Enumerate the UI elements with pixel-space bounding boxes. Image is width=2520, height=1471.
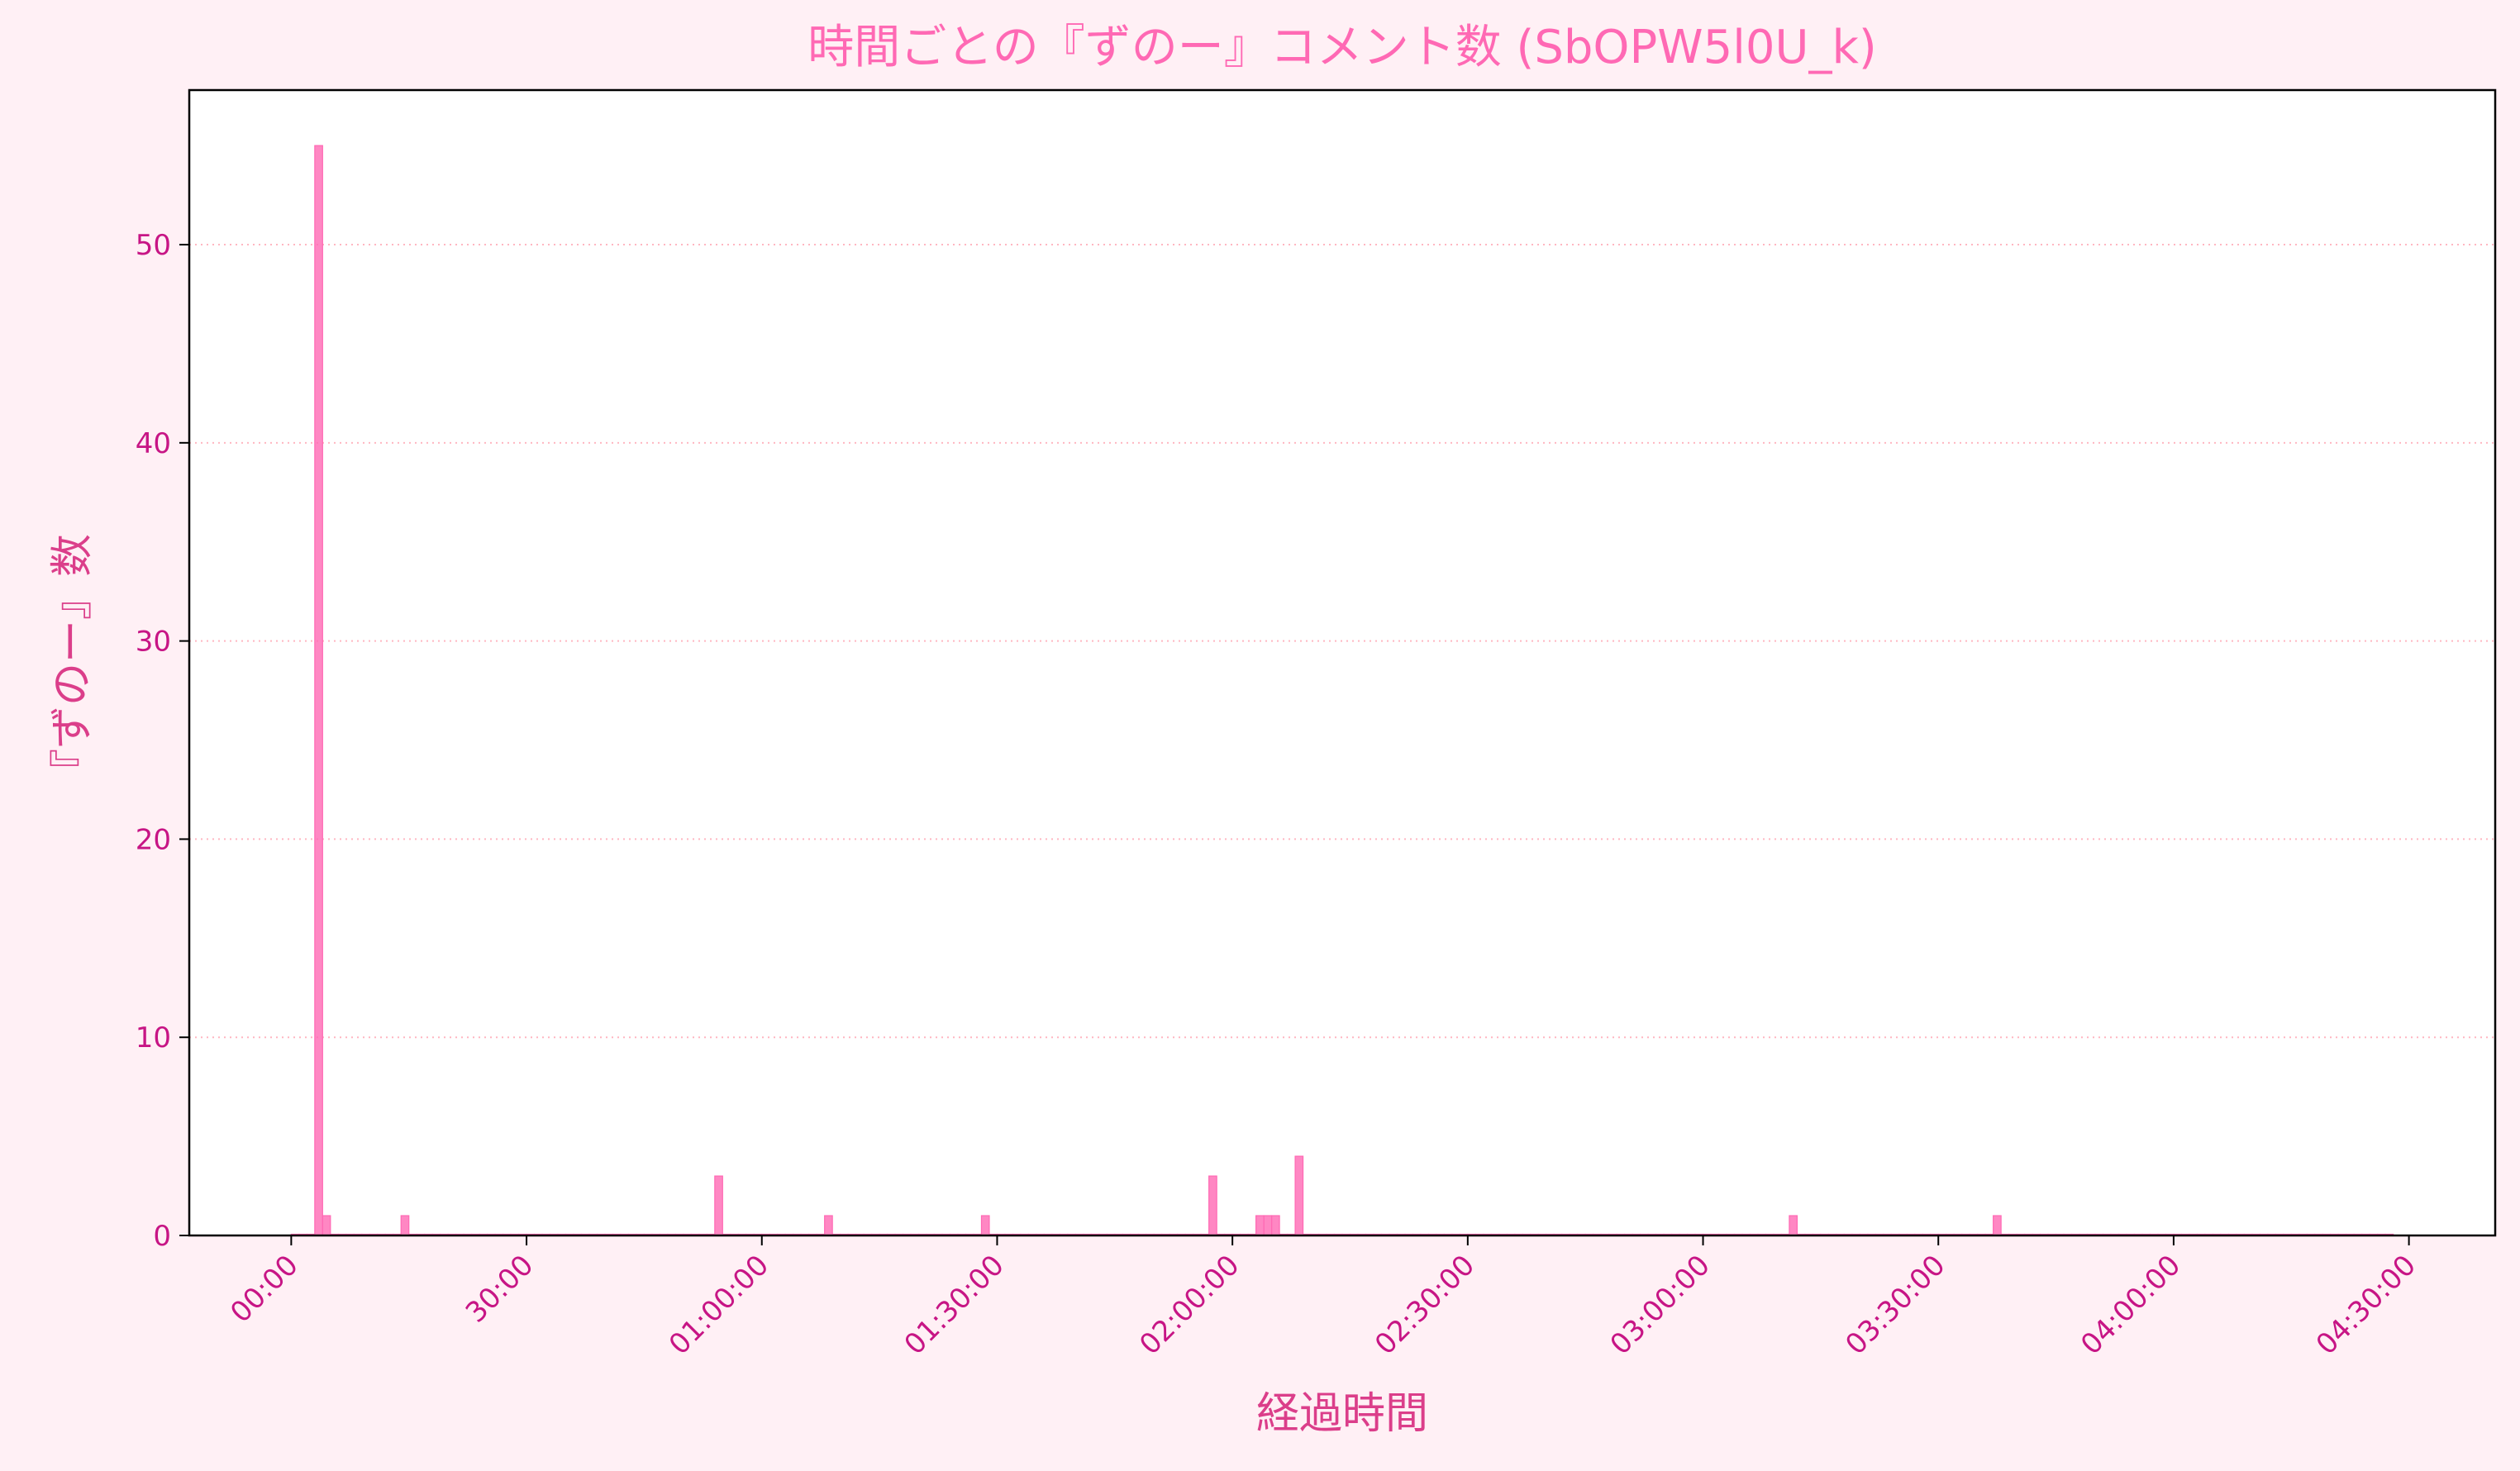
bar <box>1294 1155 1304 1236</box>
plot-area <box>189 90 2495 1235</box>
bar <box>1263 1215 1273 1236</box>
x-axis-label: 経過時間 <box>1256 1389 1428 1439</box>
bar <box>1255 1215 1265 1236</box>
bar <box>1270 1215 1280 1236</box>
y-axis: 0 10 20 30 40 50 <box>136 229 189 1253</box>
bar <box>980 1215 990 1236</box>
plot-frame <box>188 88 2497 1237</box>
bar <box>714 1175 723 1236</box>
bar <box>314 145 323 1236</box>
bar <box>1993 1215 2002 1236</box>
y-axis-label: 『ずのー』数 <box>48 534 98 792</box>
y-tick-label: 20 <box>136 823 171 856</box>
y-tick-label: 0 <box>153 1220 171 1253</box>
bar <box>322 1215 331 1236</box>
bar <box>1208 1175 1217 1236</box>
chart-title: 時間ごとの『ずのー』コメント数 (SbOPW5l0U_k) <box>807 21 1876 74</box>
bar <box>400 1215 410 1236</box>
grid-layer <box>189 244 2495 1039</box>
y-tick-label: 10 <box>136 1021 171 1054</box>
y-tick-label: 40 <box>136 427 171 460</box>
bar <box>1789 1215 1798 1236</box>
y-tick-label: 30 <box>136 626 171 659</box>
y-tick-label: 50 <box>136 229 171 262</box>
bar <box>824 1215 833 1236</box>
